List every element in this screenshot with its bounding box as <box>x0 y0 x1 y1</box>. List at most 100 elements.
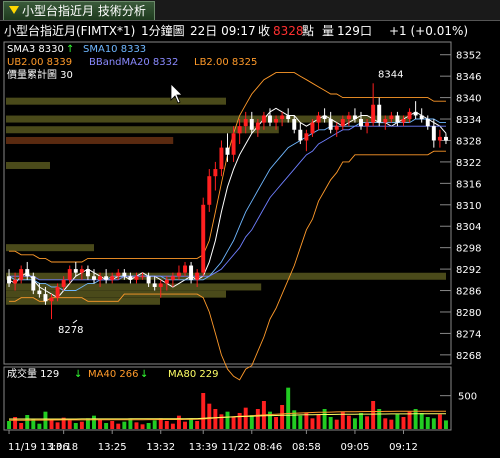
volume-bar <box>116 423 121 429</box>
volume-profile-bar <box>6 290 226 298</box>
volume-arrow-down-icon: ↓ <box>74 369 83 380</box>
ma80-label: MA80 229 <box>168 369 219 380</box>
tab-label: 小型台指近月 技術分析 <box>22 4 146 18</box>
volume-bar <box>298 415 303 429</box>
volume-bar <box>92 415 96 429</box>
candle-body <box>110 276 115 280</box>
volume-ma-lines <box>9 410 446 421</box>
volume-tick-label: 500 <box>458 392 477 403</box>
volume-bar <box>13 417 18 429</box>
volume-bar <box>19 423 24 429</box>
candle-body <box>201 204 206 273</box>
ma40-arrow-down-icon: ↓ <box>140 369 149 380</box>
volume-bar <box>255 409 260 429</box>
volume-bar <box>25 415 30 429</box>
volume-ma-line-ma80 <box>9 413 446 420</box>
candle-body <box>146 276 151 284</box>
candle-body <box>43 294 48 302</box>
low-annotation-pointer <box>72 319 78 324</box>
volume-profile <box>6 97 446 305</box>
candle-body <box>231 133 236 155</box>
volume-bar <box>425 417 430 429</box>
symbol-name: 小型台指近月(FIMTX*1) <box>4 24 136 38</box>
candle-body <box>213 169 218 177</box>
candle-body <box>334 126 339 130</box>
time-tick-label: 09:05 <box>341 442 370 453</box>
candle-body <box>37 290 42 295</box>
volume-bar <box>413 409 418 429</box>
volume-bar <box>219 414 224 429</box>
candle-body <box>419 115 424 120</box>
time-tick-label: 13:39 <box>189 442 218 453</box>
volume-bar <box>407 411 412 429</box>
volume-bar <box>231 417 236 429</box>
chart-interval: 1分鐘圖 <box>141 24 185 38</box>
volume-bar <box>31 419 36 429</box>
candle-body <box>443 136 448 141</box>
series-line-lb200 <box>9 150 446 381</box>
volume-bar <box>73 423 78 429</box>
high-annotation: 8344 <box>378 69 403 80</box>
price-change: +1 (+0.01%) <box>389 24 469 38</box>
candle-body <box>268 115 272 123</box>
candle-body <box>73 269 78 273</box>
time-tick-label: 13:18 <box>49 442 78 453</box>
price-tick-label: 8280 <box>456 308 481 319</box>
volume-bar <box>134 422 139 429</box>
candle-body <box>340 119 345 127</box>
volume-profile-bar <box>6 272 446 280</box>
candle-body <box>79 269 84 273</box>
volume-bar <box>437 414 442 429</box>
volume-bars <box>7 387 448 429</box>
sma3-arrow-up-icon: ↑ <box>66 44 75 55</box>
volume-bar <box>310 418 315 429</box>
candle-body <box>170 276 175 280</box>
tab-technical-analysis[interactable]: 小型台指近月 技術分析 <box>3 1 155 20</box>
volume-bar <box>395 414 400 429</box>
volume-bar <box>225 411 230 429</box>
candle-body <box>395 115 400 123</box>
candle-body <box>407 111 412 120</box>
volume-bar <box>292 410 297 429</box>
volume-bar <box>49 419 54 429</box>
volume-bar <box>359 413 363 429</box>
time-tick-label: 13:25 <box>98 442 127 453</box>
candle-body <box>61 279 66 287</box>
price-tick-label: 8310 <box>456 201 481 212</box>
close-label: 收 <box>258 24 271 38</box>
volume-profile-bar <box>6 283 262 291</box>
candle-body <box>25 269 30 277</box>
price-tick-label: 8298 <box>456 244 481 255</box>
candle-body <box>122 272 127 277</box>
candle-body <box>431 126 436 141</box>
candle-body <box>249 119 254 130</box>
candle-body <box>237 126 242 134</box>
price-tick-label: 8340 <box>456 94 481 105</box>
candle-body <box>371 104 376 123</box>
candle-body <box>13 279 18 284</box>
volume-bar <box>431 418 436 429</box>
price-tick-label: 8334 <box>456 115 481 126</box>
candle-body <box>359 119 363 127</box>
low-annotation: 8278 <box>58 325 83 336</box>
volume-value: 129 <box>337 24 360 38</box>
volume-bar <box>401 417 406 429</box>
candle-body <box>377 104 382 123</box>
quote-bar: 小型台指近月(FIMTX*1) 1分鐘圖 22日 09:17 收 8328 點 … <box>0 21 500 41</box>
volume-bar <box>249 415 254 429</box>
candle-body <box>92 276 96 280</box>
bband-ma-label: BBandMA20 8332 <box>89 57 179 68</box>
volume-bar <box>140 424 145 429</box>
volume-bar <box>7 421 12 429</box>
candle-body <box>274 119 279 123</box>
candle-body <box>49 297 54 302</box>
volume-bar <box>158 418 163 429</box>
close-value: 8328 <box>273 24 304 38</box>
volume-bar <box>243 407 248 429</box>
volume-bar <box>164 421 169 429</box>
time-tick-label: 08:58 <box>292 442 321 453</box>
quote-datetime: 22日 09:17 <box>190 24 256 38</box>
candle-body <box>401 119 406 123</box>
